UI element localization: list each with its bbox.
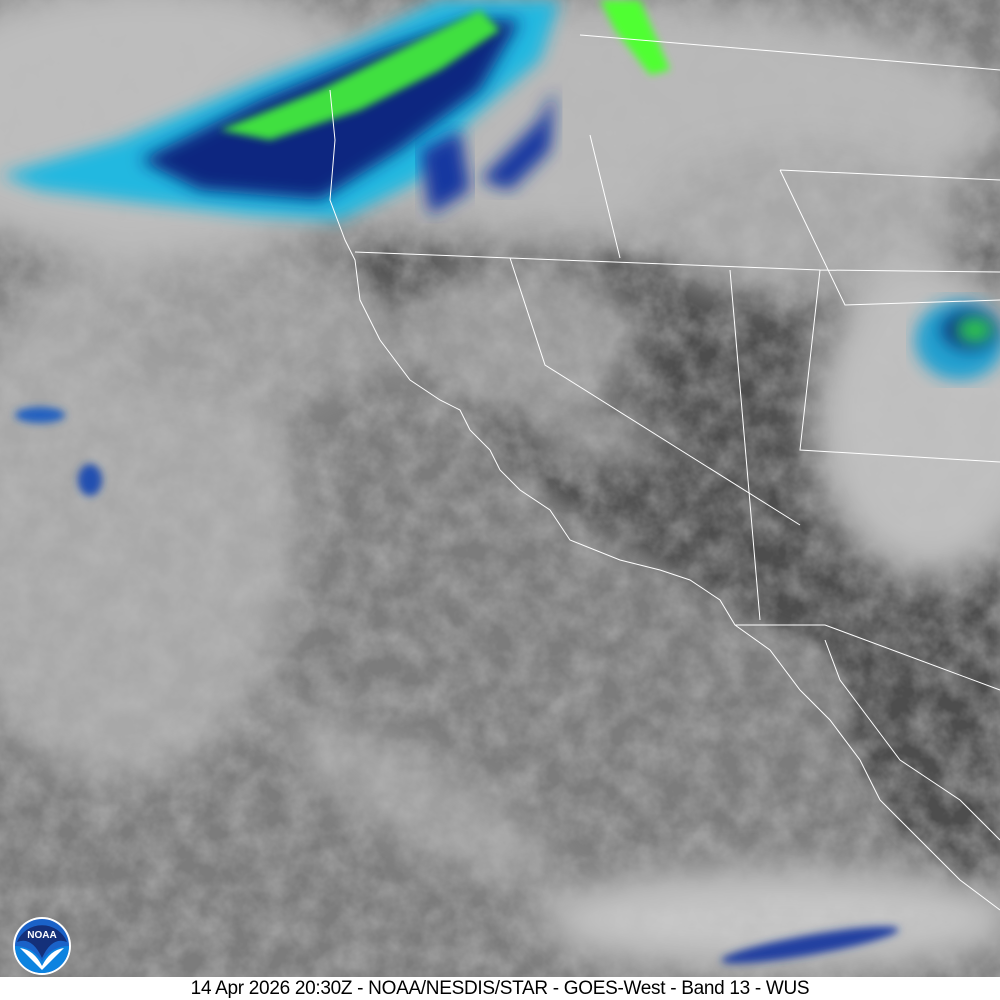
storm-system-east (915, 300, 1000, 380)
storm-cells-west (15, 407, 899, 964)
svg-text:NOAA: NOAA (27, 930, 56, 941)
map-borders (329, 34, 1000, 911)
image-caption: 14 Apr 2026 20:30Z - NOAA/NESDIS/STAR - … (0, 977, 1000, 1000)
state-borders (354, 34, 1000, 691)
gulf-coast (824, 639, 1000, 841)
coastline (329, 89, 1000, 911)
satellite-image (0, 0, 1000, 977)
noaa-logo-icon: NOAA (13, 917, 71, 975)
storm-system-north (0, 0, 670, 220)
